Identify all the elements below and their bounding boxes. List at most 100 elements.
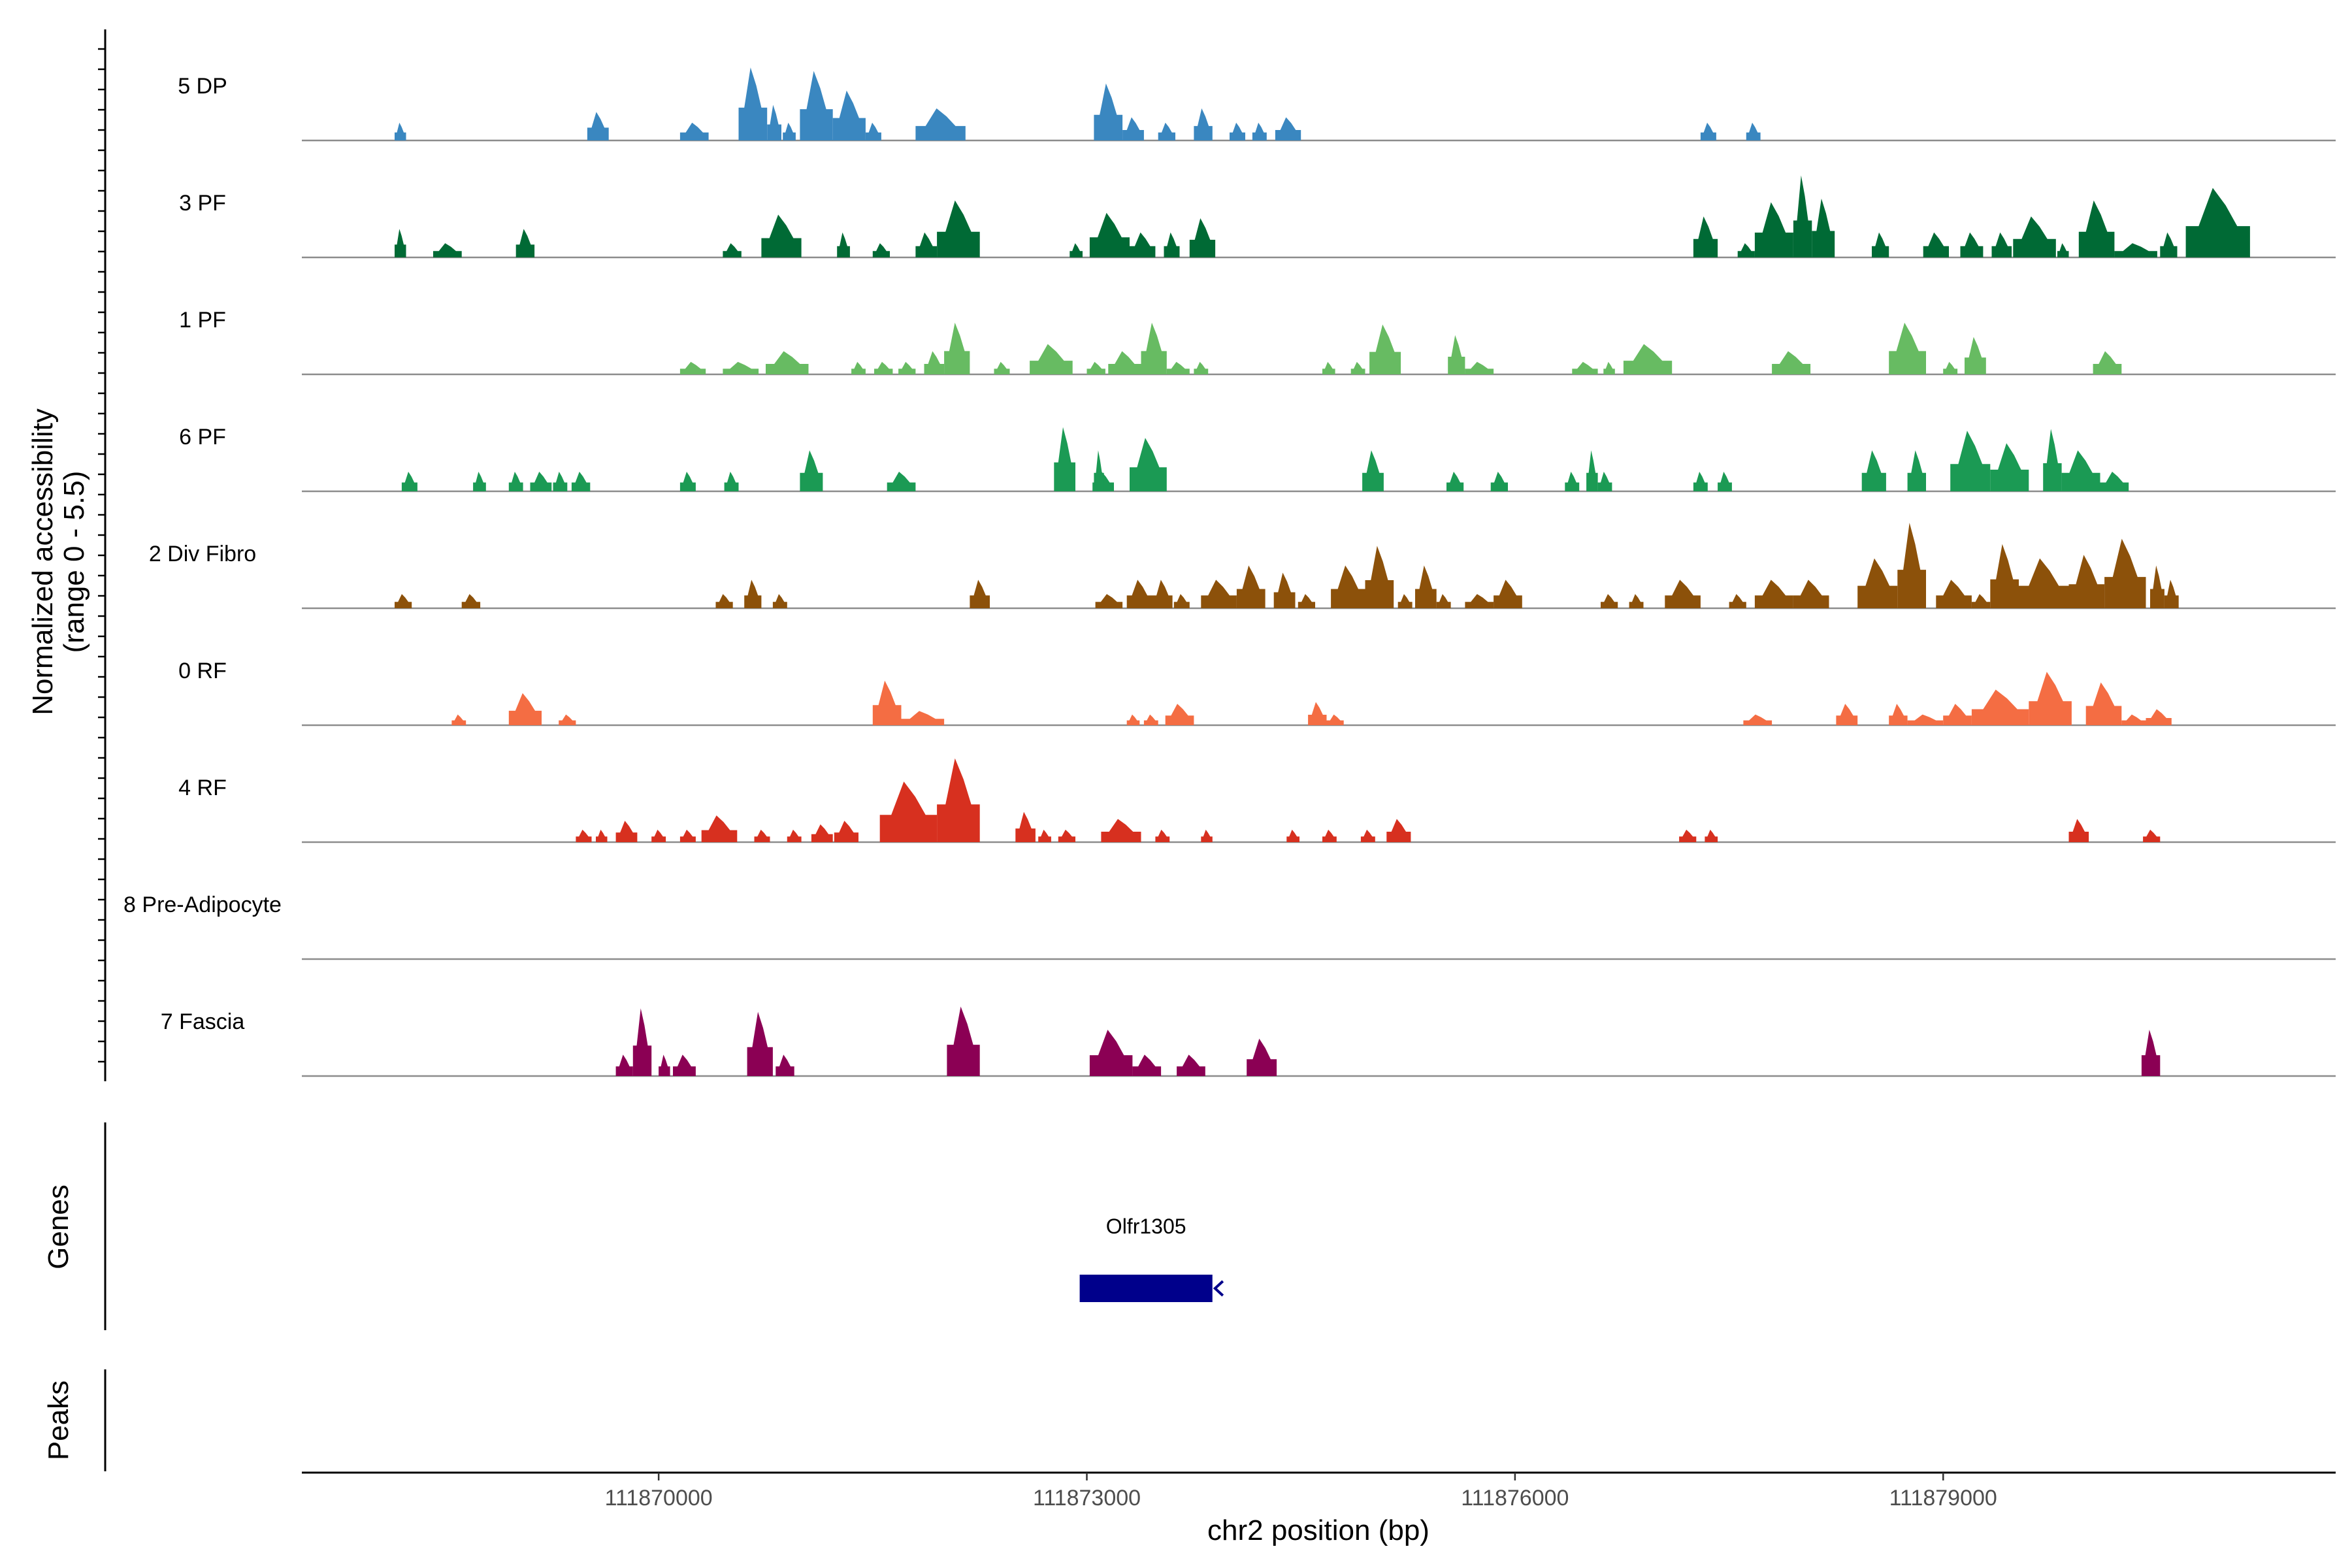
coverage-peak xyxy=(515,229,535,257)
coverage-peak xyxy=(1286,829,1299,842)
coverage-peak xyxy=(937,758,980,842)
track-4: 2 Div Fibro xyxy=(149,523,2336,610)
coverage-peak xyxy=(2164,580,2179,608)
coverage-peak xyxy=(1872,232,1889,257)
coverage-peak xyxy=(1693,472,1708,491)
track-2: 1 PF xyxy=(179,308,2336,376)
track-label: 8 Pre-Adipocyte xyxy=(123,892,282,917)
coverage-peak xyxy=(1308,702,1327,725)
coverage-peak xyxy=(1415,565,1437,608)
coverage-peak xyxy=(1572,361,1598,374)
coverage-peak xyxy=(1490,472,1508,491)
coverage-peak xyxy=(947,1006,980,1076)
coverage-peak xyxy=(1275,117,1301,140)
coverage-peak xyxy=(1603,361,1615,374)
coverage-peak xyxy=(1158,122,1175,140)
coverage-peak xyxy=(724,472,739,491)
coverage-peak xyxy=(679,122,709,140)
coverage-peak xyxy=(395,594,412,608)
coverage-peak xyxy=(1155,829,1170,842)
coverage-peak xyxy=(587,112,609,140)
coverage-peak xyxy=(1965,336,1986,374)
coverage-peak xyxy=(783,122,796,140)
coverage-peak xyxy=(1194,108,1213,140)
coverage-peak xyxy=(1350,361,1365,374)
coverage-peak xyxy=(632,1008,652,1076)
coverage-peak xyxy=(1465,594,1494,608)
coverage-peak xyxy=(1936,580,1972,608)
coverage-peak xyxy=(2146,709,2172,725)
coverage-peak xyxy=(879,781,938,842)
coverage-peak xyxy=(2121,714,2146,725)
coverage-peak xyxy=(1132,1054,1162,1076)
coverage-peak xyxy=(473,472,486,491)
coverage-peak xyxy=(1943,704,1972,725)
coverage-peak xyxy=(2068,819,2089,842)
coverage-peak xyxy=(1971,689,2029,725)
coverage-peak xyxy=(994,361,1010,374)
coverage-peak xyxy=(1960,232,1984,257)
coverage-peak xyxy=(1754,580,1793,608)
coverage-peak xyxy=(834,821,858,842)
coverage-peak xyxy=(1861,450,1886,491)
coverage-peak xyxy=(2043,429,2062,491)
coverage-peak xyxy=(1836,704,1858,725)
coverage-peak xyxy=(1693,216,1718,257)
coverage-peak xyxy=(874,361,893,374)
x-axis-title: chr2 position (bp) xyxy=(1207,1514,1429,1546)
y-axis-title-line2: (range 0 - 5.5) xyxy=(58,471,90,653)
coverage-peak xyxy=(1465,361,1494,374)
x-tick-label: 111879000 xyxy=(1889,1486,1997,1511)
coverage-peak xyxy=(553,472,568,491)
coverage-peak xyxy=(754,829,770,842)
gene-label: Olfr1305 xyxy=(1106,1215,1186,1238)
coverage-peak xyxy=(811,824,833,842)
coverage-peak xyxy=(1679,829,1697,842)
coverage-peak xyxy=(679,361,706,374)
coverage-peak xyxy=(1070,243,1083,257)
coverage-peak xyxy=(1165,704,1194,725)
coverage-peak xyxy=(1101,819,1141,842)
coverage-peak xyxy=(1565,472,1580,491)
coverage-peak xyxy=(2029,672,2072,725)
coverage-peak xyxy=(761,214,802,257)
coverage-peak xyxy=(1086,361,1105,374)
coverage-peak xyxy=(433,243,462,257)
track-label: 3 PF xyxy=(179,191,226,216)
coverage-peak xyxy=(1812,199,1835,257)
coverage-peak xyxy=(1923,232,1949,257)
coverage-peak xyxy=(1130,232,1156,257)
coverage-peak xyxy=(1189,218,1216,257)
coverage-peak xyxy=(872,243,890,257)
coverage-peak xyxy=(2057,243,2069,257)
coverage-peak xyxy=(615,821,638,842)
coverage-peak xyxy=(651,829,666,842)
coverage-peak xyxy=(659,1054,670,1076)
coverage-peak xyxy=(898,361,916,374)
coverage-peak xyxy=(832,90,866,140)
gene-body xyxy=(1079,1275,1213,1302)
coverage-peak xyxy=(2013,216,2056,257)
coverage-peak xyxy=(1247,1038,1277,1076)
track-6: 4 RF xyxy=(178,758,2336,843)
coverage-peak xyxy=(766,351,809,374)
coverage-peak xyxy=(1201,580,1237,608)
coverage-peak xyxy=(1089,1030,1133,1076)
coverage-peak xyxy=(1236,565,1266,608)
coverage-peak xyxy=(508,693,542,725)
genes-panel-title: Genes xyxy=(42,1184,74,1269)
coverage-peak xyxy=(944,322,970,374)
coverage-peak xyxy=(1094,450,1104,491)
coverage-peak xyxy=(1201,829,1213,842)
coverage-peak xyxy=(1166,361,1190,374)
coverage-peak xyxy=(1126,580,1152,608)
coverage-peak xyxy=(1743,714,1772,725)
track-8: 7 Fascia xyxy=(161,1006,2336,1077)
coverage-peak xyxy=(2019,558,2069,608)
coverage-peak xyxy=(2068,555,2105,608)
coverage-peak xyxy=(2100,472,2129,491)
coverage-peak xyxy=(395,122,406,140)
coverage-peak xyxy=(1038,829,1051,842)
coverage-peak xyxy=(1298,594,1315,608)
